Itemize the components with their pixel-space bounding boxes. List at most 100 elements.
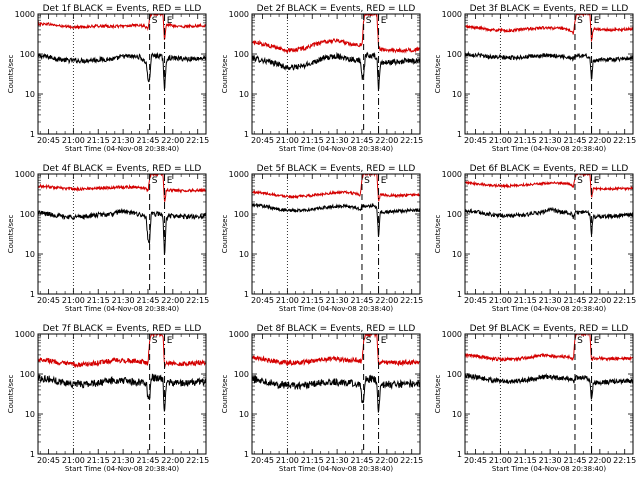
x-tick-label: 22:00	[588, 136, 611, 145]
series-lld-line	[38, 14, 206, 40]
x-tick-label: 20:45	[464, 296, 487, 305]
x-axis-label: Start Time (04-Nov-08 20:38:40)	[65, 305, 179, 313]
series-lld-line	[38, 174, 206, 202]
y-tick-label: 10	[25, 410, 35, 419]
x-axis-label: Start Time (04-Nov-08 20:38:40)	[492, 305, 606, 313]
y-axis-label: Counts/sec	[434, 215, 442, 254]
y-axis-label: Counts/sec	[434, 375, 442, 414]
series-lld-line	[38, 334, 206, 369]
y-tick-label: 10	[25, 90, 35, 99]
plot-frame	[37, 13, 207, 135]
x-tick-label: 20:45	[464, 456, 487, 465]
panel-title: Det 1f BLACK = Events, RED = LLD	[43, 4, 202, 14]
x-tick-label: 21:00	[489, 456, 512, 465]
x-tick-label: 22:15	[186, 296, 209, 305]
series-events-line	[38, 51, 206, 90]
x-tick-label: 21:15	[87, 136, 110, 145]
marker-label-e: E	[381, 176, 387, 186]
plot-frame	[37, 173, 207, 295]
x-tick-label: 21:15	[514, 136, 537, 145]
panel-title: Det 5f BLACK = Events, RED = LLD	[257, 164, 416, 174]
x-tick-label: 21:30	[539, 456, 562, 465]
x-tick-label: 21:45	[136, 296, 159, 305]
x-tick-label: 22:00	[375, 136, 398, 145]
y-tick-label: 100	[234, 370, 249, 379]
series-events-line	[252, 202, 420, 237]
x-axis-label: Start Time (04-Nov-08 20:38:40)	[492, 465, 606, 473]
y-tick-label: 1	[457, 290, 462, 299]
series-lld-line	[252, 174, 420, 202]
x-tick-label: 21:30	[326, 456, 349, 465]
x-tick-label: 20:45	[251, 456, 274, 465]
marker-label-e: E	[594, 16, 600, 26]
x-tick-label: 21:45	[136, 136, 159, 145]
x-tick-label: 22:00	[375, 456, 398, 465]
marker-label-s: S	[577, 176, 583, 186]
series-events-line	[38, 207, 206, 255]
panel-1: Det 1f BLACK = Events, RED = LLD Counts/s…	[7, 4, 209, 153]
y-tick-label: 1000	[15, 330, 35, 339]
x-tick-label: 22:15	[613, 456, 636, 465]
y-tick-label: 10	[452, 250, 462, 259]
x-axis-label: Start Time (04-Nov-08 20:38:40)	[65, 145, 179, 153]
series-events-line	[252, 51, 420, 92]
x-tick-label: 21:30	[112, 136, 135, 145]
x-tick-label: 21:15	[514, 296, 537, 305]
x-tick-label: 21:30	[326, 136, 349, 145]
x-tick-label: 21:30	[112, 296, 135, 305]
panel-title: Det 4f BLACK = Events, RED = LLD	[43, 164, 202, 174]
x-tick-label: 20:45	[37, 456, 60, 465]
series-lld-line	[465, 174, 633, 198]
marker-label-s: S	[152, 16, 158, 26]
y-tick-label: 1000	[229, 10, 249, 19]
panel-4: Det 4f BLACK = Events, RED = LLD Counts/s…	[7, 164, 209, 313]
y-tick-label: 100	[20, 210, 35, 219]
panel-6: Det 6f BLACK = Events, RED = LLD Counts/s…	[434, 164, 636, 313]
x-tick-label: 21:00	[62, 456, 85, 465]
panel-2: Det 2f BLACK = Events, RED = LLD Counts/s…	[221, 4, 423, 153]
x-tick-label: 21:00	[489, 136, 512, 145]
marker-label-s: S	[152, 336, 158, 346]
x-tick-label: 22:15	[613, 136, 636, 145]
plot-frame	[464, 13, 634, 135]
y-tick-label: 10	[452, 90, 462, 99]
panel-title: Det 2f BLACK = Events, RED = LLD	[257, 4, 416, 14]
x-tick-label: 22:00	[588, 296, 611, 305]
y-tick-label: 1000	[229, 330, 249, 339]
marker-label-e: E	[167, 176, 173, 186]
x-tick-label: 21:45	[136, 456, 159, 465]
x-axis-label: Start Time (04-Nov-08 20:38:40)	[279, 145, 393, 153]
marker-label-e: E	[167, 16, 173, 26]
y-axis-label: Counts/sec	[221, 215, 229, 254]
x-axis-label: Start Time (04-Nov-08 20:38:40)	[492, 145, 606, 153]
series-lld-line	[465, 334, 633, 363]
x-tick-label: 21:30	[326, 296, 349, 305]
y-axis-label: Counts/sec	[221, 55, 229, 94]
x-tick-label: 22:15	[613, 296, 636, 305]
panel-9: Det 9f BLACK = Events, RED = LLD Counts/s…	[434, 324, 636, 473]
x-tick-label: 21:30	[539, 136, 562, 145]
x-tick-label: 21:30	[112, 456, 135, 465]
x-tick-label: 22:00	[161, 456, 184, 465]
y-tick-label: 1000	[229, 170, 249, 179]
x-tick-label: 22:15	[400, 456, 423, 465]
marker-label-s: S	[364, 176, 370, 186]
y-tick-label: 1	[244, 290, 249, 299]
y-tick-label: 1	[244, 450, 249, 459]
y-axis-label: Counts/sec	[221, 375, 229, 414]
x-tick-label: 21:00	[62, 296, 85, 305]
y-tick-label: 1	[30, 290, 35, 299]
x-tick-label: 21:00	[276, 136, 299, 145]
series-lld-line	[252, 14, 420, 54]
x-tick-label: 22:15	[400, 296, 423, 305]
panel-7: Det 7f BLACK = Events, RED = LLD Counts/s…	[7, 324, 209, 473]
series-events-line	[465, 206, 633, 235]
x-tick-label: 21:00	[489, 296, 512, 305]
panel-5: Det 5f BLACK = Events, RED = LLD Counts/s…	[221, 164, 423, 313]
y-axis-label: Counts/sec	[7, 375, 15, 414]
marker-label-s: S	[577, 16, 583, 26]
x-tick-label: 21:15	[301, 136, 324, 145]
panel-title: Det 3f BLACK = Events, RED = LLD	[470, 4, 629, 14]
panel-title: Det 6f BLACK = Events, RED = LLD	[470, 164, 629, 174]
